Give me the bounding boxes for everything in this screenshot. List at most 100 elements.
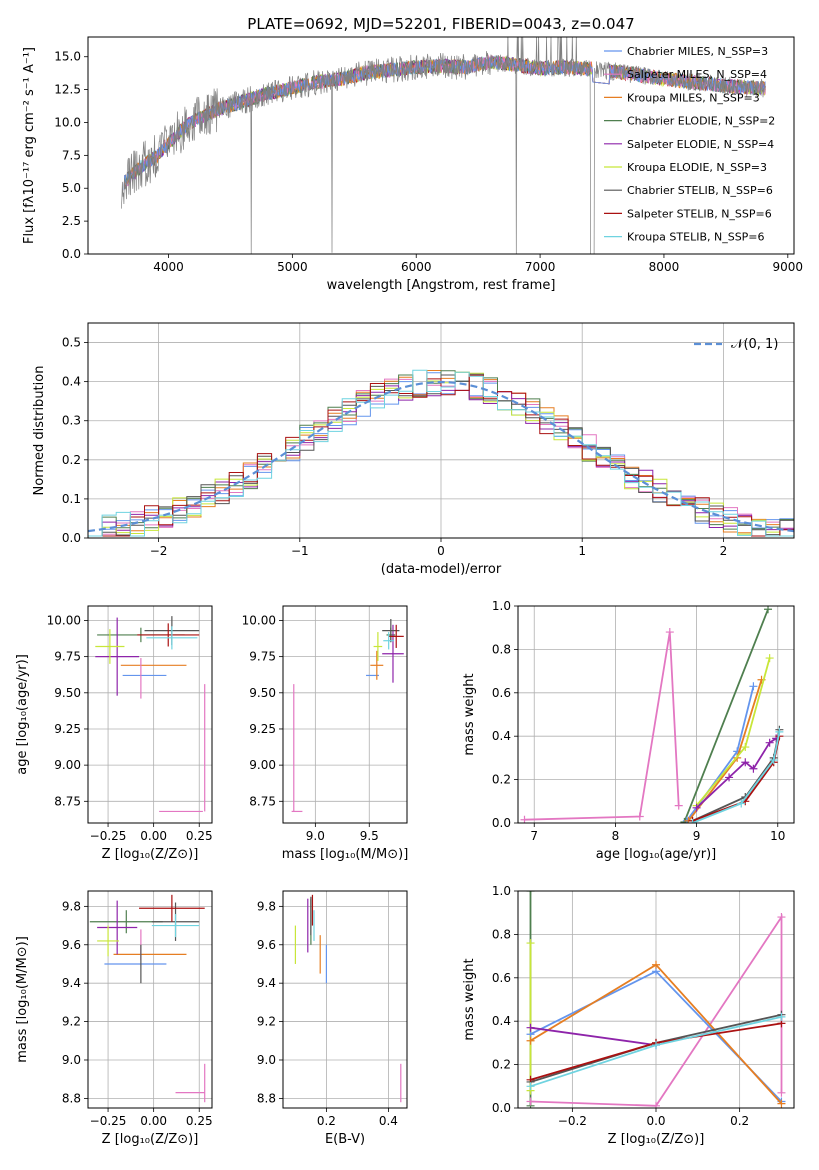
y-axis-label: Flux [fλ10⁻¹⁷ erg cm⁻² s⁻¹ A⁻¹] bbox=[22, 47, 37, 244]
y-tick-label: 8.8 bbox=[62, 1091, 81, 1105]
legend-entry-kroupa_miles: Kroupa MILES, N_SSP=3 bbox=[604, 91, 760, 104]
weight-marker bbox=[769, 756, 778, 765]
x-tick-label: 0.25 bbox=[186, 829, 213, 843]
errorbar-point-kroupa_elodie bbox=[95, 629, 125, 664]
x-tick-label: −2 bbox=[150, 544, 168, 558]
y-tick-label: 2.5 bbox=[62, 214, 81, 228]
y-tick-label: 9.4 bbox=[257, 976, 276, 990]
weight-marker bbox=[526, 891, 535, 895]
x-tick-label: 9.5 bbox=[360, 829, 379, 843]
axes-frame bbox=[87, 890, 213, 1109]
y-tick-label: 9.6 bbox=[62, 938, 81, 952]
y-tick-label: 5.0 bbox=[62, 181, 81, 195]
x-axis-label: (data-model)/error bbox=[381, 562, 502, 577]
weight-marker bbox=[725, 773, 734, 782]
legend-entry-chabrier_stelib: Chabrier STELIB, N_SSP=6 bbox=[604, 184, 773, 197]
axes-frame bbox=[87, 36, 795, 255]
x-tick-label: 8 bbox=[612, 829, 620, 843]
weight-marker bbox=[765, 654, 774, 663]
y-tick-label: 0.6 bbox=[492, 971, 511, 985]
weight-line bbox=[524, 631, 680, 821]
weight-line bbox=[692, 729, 781, 822]
x-tick-label: 9000 bbox=[773, 260, 804, 274]
panel-3: 9.0 9.5 8.75 9.00 9.25 9.50 9.75 10.00 mass [log… bbox=[242, 605, 409, 862]
plot-area bbox=[283, 606, 407, 823]
x-tick-label: 6000 bbox=[401, 260, 432, 274]
x-tick-label: 10 bbox=[770, 829, 785, 843]
plot-area bbox=[518, 606, 794, 823]
y-tick-label: 9.00 bbox=[54, 758, 81, 772]
y-tick-label: 9.8 bbox=[62, 899, 81, 913]
weight-marker bbox=[749, 764, 758, 773]
legend-entry-salpeter_miles: Salpeter MILES, N_SSP=4 bbox=[604, 68, 767, 81]
y-axis-label: Normed distribution bbox=[32, 366, 47, 496]
y-tick-label: 0.0 bbox=[492, 816, 511, 830]
legend-label: Salpeter MILES, N_SSP=4 bbox=[627, 68, 767, 81]
legend-label: 𝒩(0, 1) bbox=[731, 337, 778, 352]
x-tick-label: 0.4 bbox=[379, 1114, 398, 1128]
legend-label: Chabrier ELODIE, N_SSP=2 bbox=[627, 115, 775, 128]
weight-marker bbox=[777, 1099, 786, 1108]
errorbar-point-salpeter_elodie bbox=[95, 617, 140, 696]
y-tick-label: 0.2 bbox=[492, 773, 511, 787]
x-tick-label: 0 bbox=[437, 544, 445, 558]
weight-series-kroupa_stelib bbox=[526, 1012, 786, 1091]
errorbar-point-salpeter_elodie bbox=[97, 900, 138, 955]
plot-area bbox=[88, 606, 212, 823]
legend-entry-kroupa_stelib: Kroupa STELIB, N_SSP=6 bbox=[604, 231, 765, 244]
axes-frame bbox=[87, 605, 213, 824]
y-tick-label: 0.6 bbox=[492, 686, 511, 700]
y-tick-label: 0.0 bbox=[62, 531, 81, 545]
y-tick-label: 9.8 bbox=[257, 899, 276, 913]
weight-marker bbox=[674, 801, 683, 810]
panel-6: 0.2 0.4 8.8 9.0 9.2 9.4 9.6 9.8 E(B-V) bbox=[257, 890, 408, 1147]
weight-series-salpeter_miles bbox=[526, 913, 786, 1108]
legend-entry-salpeter_elodie: Salpeter ELODIE, N_SSP=4 bbox=[604, 138, 774, 151]
x-axis-label: wavelength [Angstrom, rest frame] bbox=[327, 278, 556, 293]
x-axis-label: age [log₁₀(age/yr)] bbox=[596, 847, 717, 862]
weight-line bbox=[695, 737, 777, 809]
weight-marker bbox=[635, 812, 644, 821]
errorbar-point-kroupa_stelib bbox=[151, 914, 200, 938]
weight-marker bbox=[777, 1088, 786, 1097]
weight-marker bbox=[741, 743, 750, 752]
weight-marker bbox=[777, 913, 786, 922]
weight-marker bbox=[688, 819, 697, 823]
weight-marker bbox=[652, 1041, 660, 1050]
weight-series-chabrier_elodie bbox=[680, 606, 773, 823]
weight-line bbox=[683, 608, 769, 823]
weight-series-chabrier_miles bbox=[682, 682, 758, 823]
weight-marker bbox=[765, 738, 774, 747]
weight-marker bbox=[665, 628, 674, 637]
errorbar-point-chabrier_elodie bbox=[89, 910, 163, 934]
y-tick-label: 0.8 bbox=[492, 642, 511, 656]
weight-line bbox=[530, 914, 783, 1107]
x-axis-label: Z [log₁₀(Z/Z⊙)] bbox=[102, 847, 199, 862]
x-tick-label: −1 bbox=[291, 544, 309, 558]
x-tick-label: 0.0 bbox=[646, 1114, 665, 1128]
axes-frame bbox=[282, 890, 408, 1109]
panel-1: −2 −1 0 1 2 0.0 0.1 0.2 0.3 0.4 0.5 (data-model)/er… bbox=[32, 322, 795, 577]
errorbar-point-salpeter_stelib bbox=[137, 623, 200, 647]
weight-marker bbox=[526, 939, 535, 948]
errorbar-point-kroupa_stelib bbox=[146, 626, 198, 650]
x-tick-label: 0.00 bbox=[140, 829, 167, 843]
legend-entry-chabrier_miles: Chabrier MILES, N_SSP=3 bbox=[604, 45, 768, 58]
errorbar-point-kroupa_stelib bbox=[383, 632, 395, 650]
weight-marker bbox=[652, 960, 660, 969]
legend-entry-salpeter_stelib: Salpeter STELIB, N_SSP=6 bbox=[604, 207, 772, 220]
weight-marker bbox=[775, 727, 784, 736]
plot-area bbox=[88, 323, 794, 538]
weight-marker bbox=[526, 1097, 535, 1106]
x-tick-label: 0.25 bbox=[186, 1114, 213, 1128]
y-tick-label: 9.4 bbox=[62, 976, 81, 990]
y-tick-label: 0.4 bbox=[492, 729, 511, 743]
errorbar-point-kroupa_elodie bbox=[373, 632, 383, 661]
weight-series-kroupa_miles bbox=[526, 960, 786, 1108]
x-axis-label: mass [log₁₀(M/M⊙)] bbox=[282, 847, 409, 862]
y-tick-label: 0.5 bbox=[62, 336, 81, 350]
weight-series-kroupa_stelib bbox=[688, 727, 784, 823]
weight-marker bbox=[520, 815, 529, 823]
weight-marker bbox=[526, 1082, 535, 1091]
errorbar-point-salpeter_elodie bbox=[382, 624, 404, 683]
